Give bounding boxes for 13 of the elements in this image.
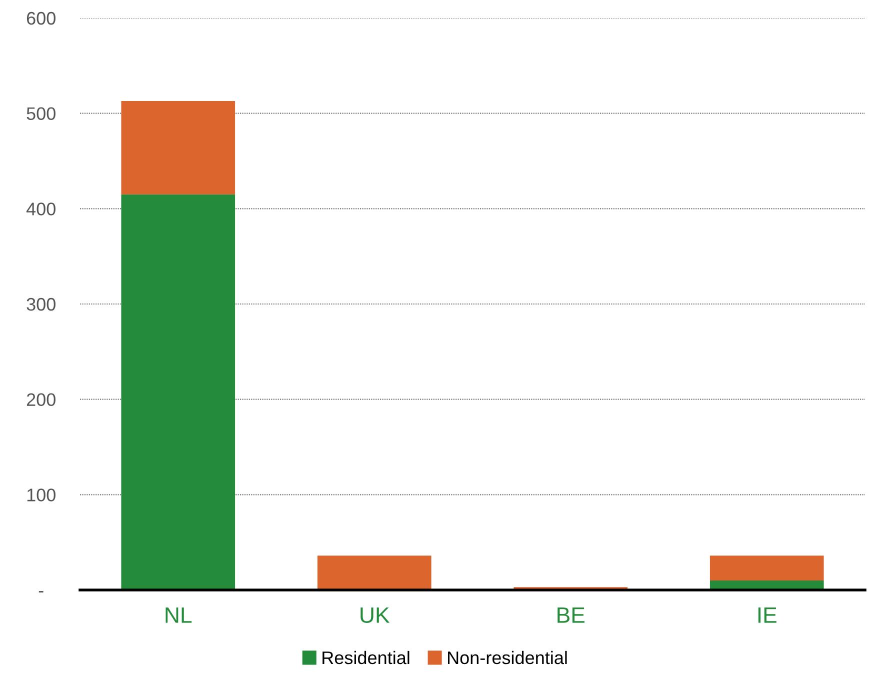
y-tick-label: 300 — [26, 298, 56, 311]
x-tick-label: IE — [758, 607, 776, 623]
legend-label: Residential — [322, 650, 410, 664]
x-tick-label: NL — [166, 607, 192, 623]
y-tick-label: 400 — [26, 202, 56, 216]
y-tick-label: - — [38, 591, 44, 592]
x-tick-label: UK — [360, 607, 390, 623]
y-tick-label: 100 — [27, 488, 56, 502]
x-tick-label: BE — [558, 607, 584, 623]
y-tick-label: 600 — [26, 12, 56, 25]
legend-label: Non-residential — [448, 650, 567, 664]
y-tick-label: 200 — [26, 393, 56, 406]
y-tick-label: 500 — [26, 107, 56, 120]
